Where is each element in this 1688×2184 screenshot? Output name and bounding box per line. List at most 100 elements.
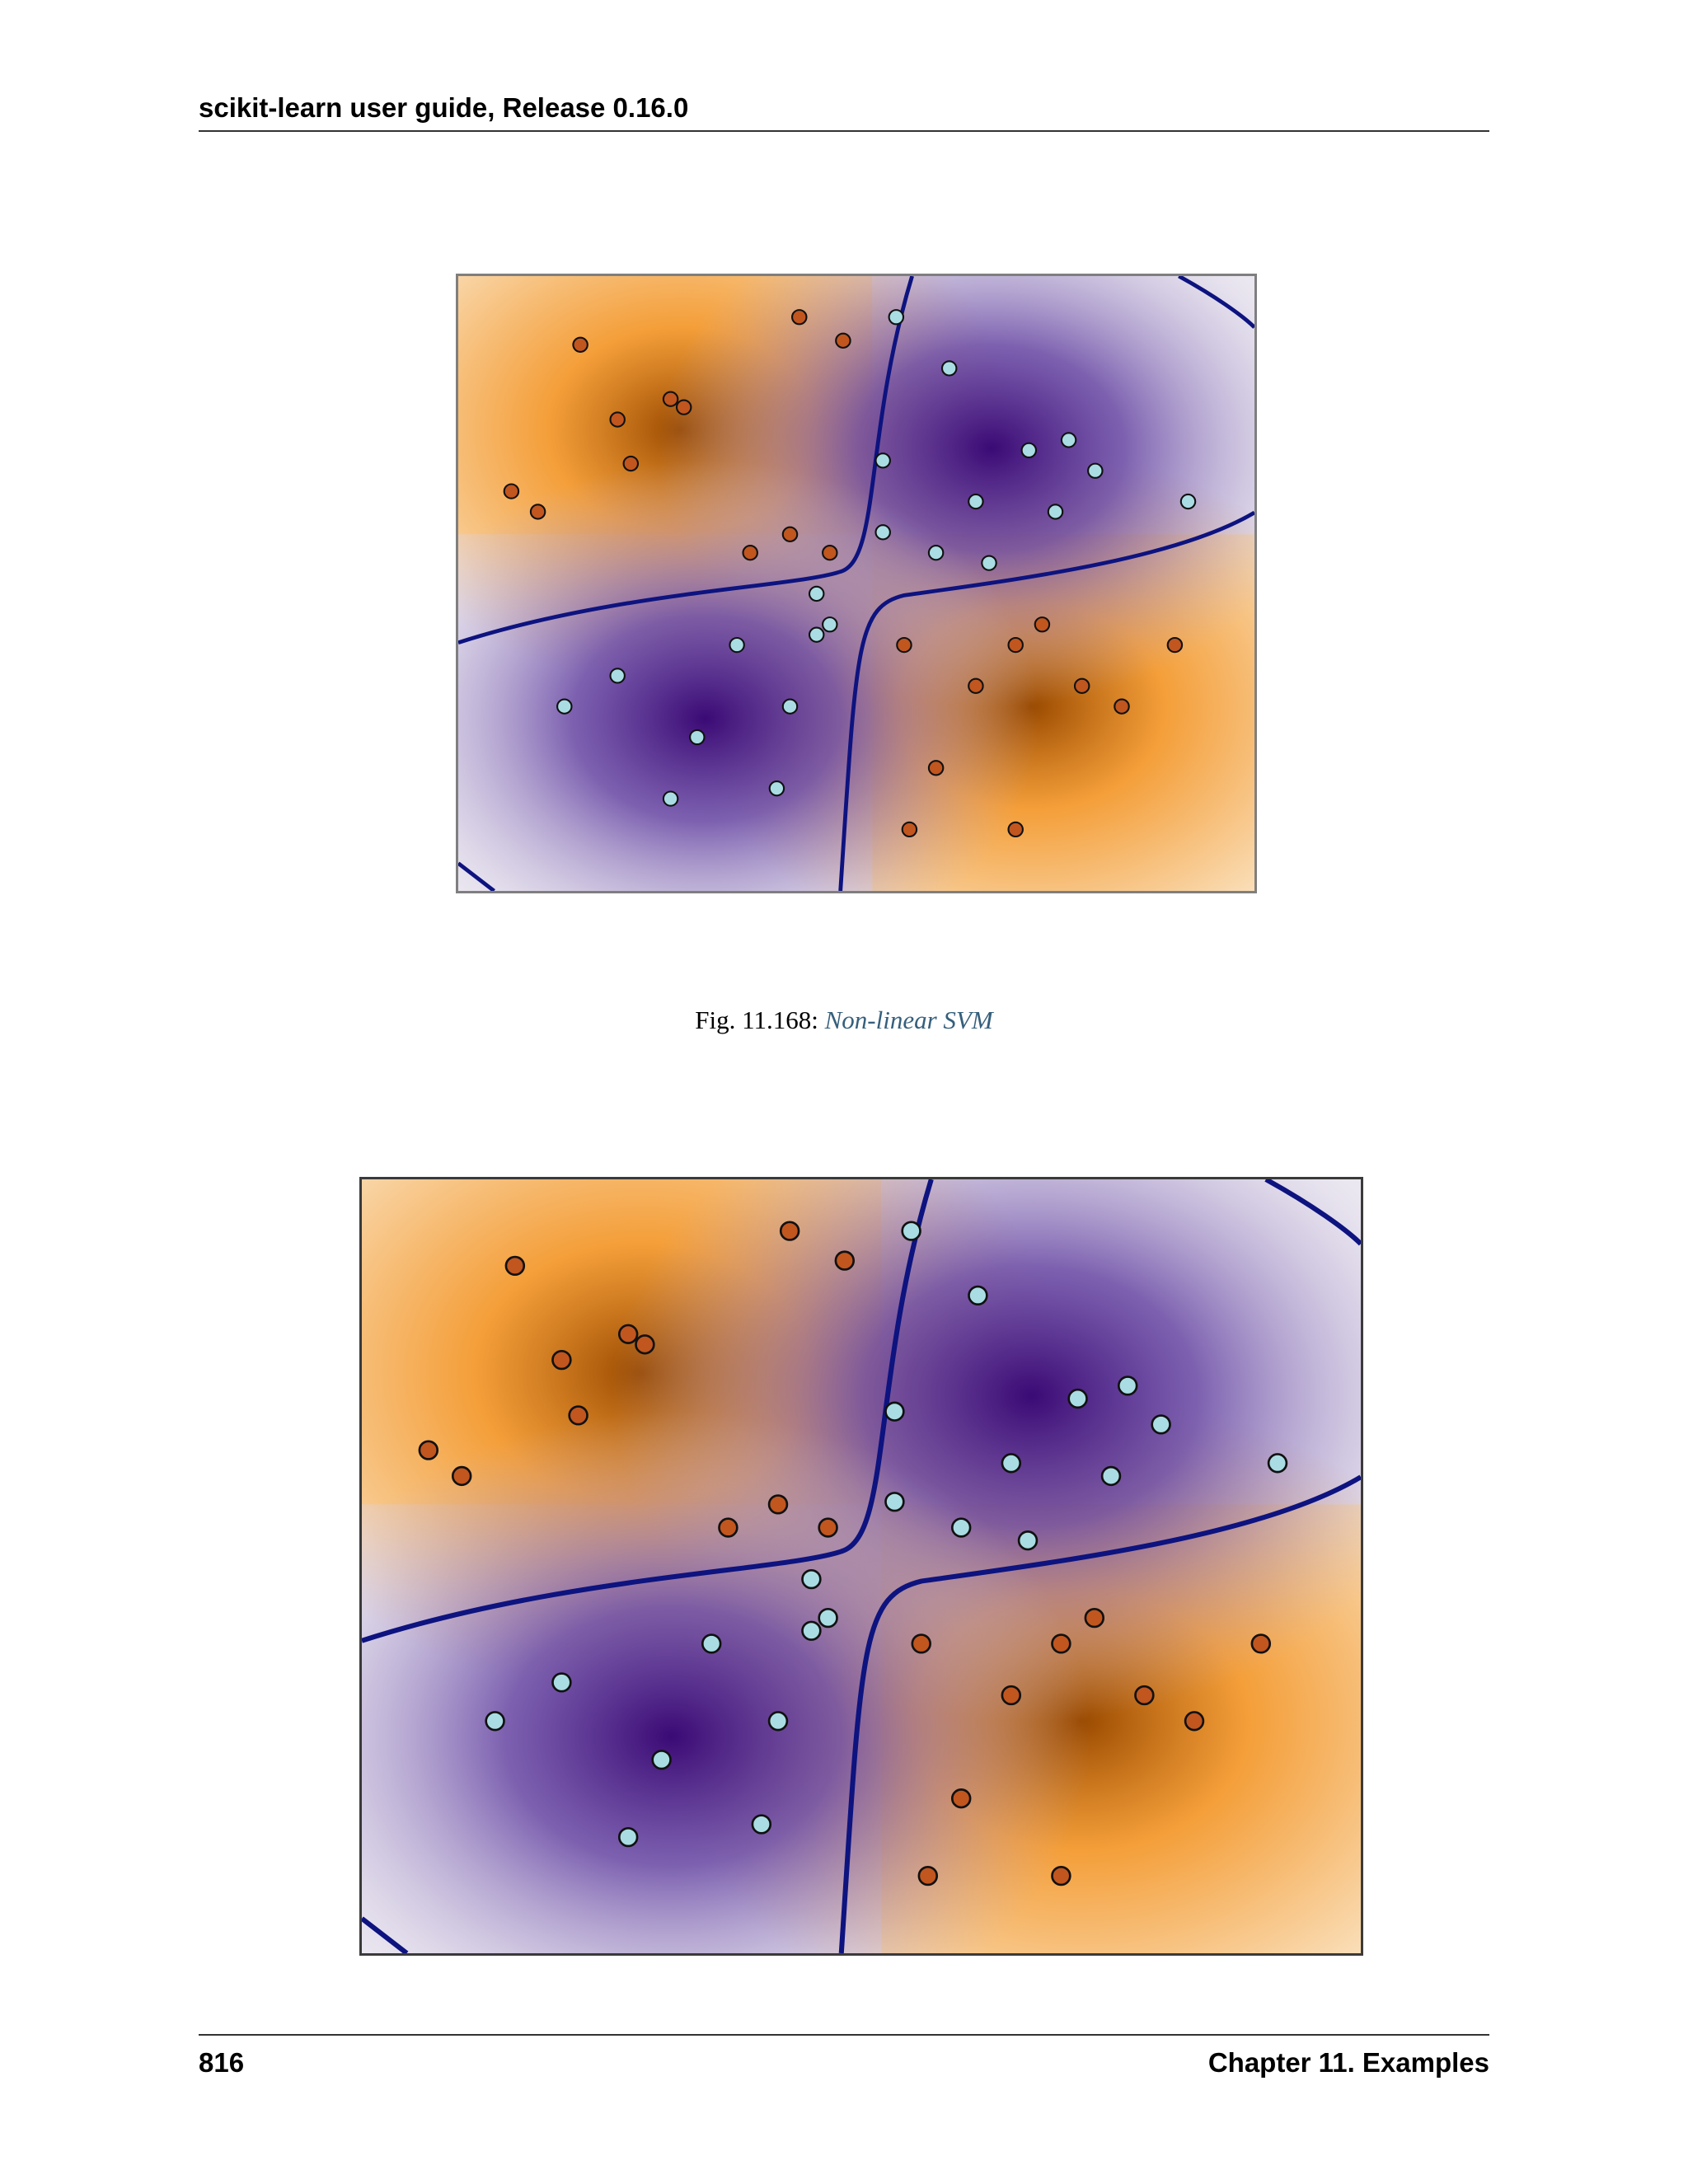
data-point-class-1 [556, 698, 573, 715]
data-point-class-1 [981, 555, 997, 571]
data-point-class-1 [818, 1607, 838, 1629]
data-point-class-1 [551, 1672, 572, 1693]
data-point-class-0 [1001, 1685, 1022, 1706]
svm-plot-2 [359, 1177, 1363, 1956]
decision-boundary [838, 510, 1254, 891]
svm-plot-1 [456, 274, 1257, 893]
data-point-class-0 [1250, 1633, 1272, 1654]
data-point-class-0 [742, 545, 758, 561]
data-point-class-1 [950, 1517, 972, 1538]
data-point-class-1 [662, 790, 679, 807]
svm-plot-2-canvas [362, 1179, 1361, 1953]
data-point-class-0 [968, 677, 984, 694]
data-point-class-0 [1114, 698, 1130, 715]
data-point-class-1 [801, 1568, 822, 1590]
data-point-class-0 [504, 1255, 526, 1277]
data-point-class-1 [689, 729, 706, 746]
data-point-class-0 [1051, 1633, 1071, 1654]
running-footer: 816 Chapter 11. Examples [199, 2034, 1489, 2085]
data-point-class-0 [896, 636, 912, 654]
data-point-class-1 [729, 636, 745, 654]
data-point-class-0 [927, 760, 945, 776]
data-point-class-1 [1047, 504, 1064, 520]
running-header-title: scikit-learn user guide, Release 0.16.0 [199, 92, 689, 123]
data-point-class-1 [768, 780, 785, 797]
decision-boundary [458, 861, 495, 891]
data-point-class-1 [808, 585, 825, 602]
data-point-class-1 [884, 1401, 905, 1422]
data-point-class-0 [1034, 616, 1051, 633]
data-point-class-0 [1184, 1711, 1205, 1732]
data-point-class-0 [781, 526, 799, 542]
decision-region-shading [458, 276, 1254, 891]
data-point-class-1 [651, 1750, 672, 1770]
data-point-class-1 [822, 616, 838, 633]
running-header: scikit-learn user guide, Release 0.16.0 [199, 91, 1489, 132]
decision-region-shading [362, 1179, 1361, 1953]
data-point-class-0 [822, 545, 838, 561]
data-point-class-0 [675, 399, 692, 415]
svm-plot-1-canvas [458, 276, 1254, 891]
data-point-class-1 [1179, 493, 1197, 510]
data-point-class-1 [485, 1711, 505, 1732]
data-point-class-0 [718, 1517, 738, 1538]
data-point-class-0 [818, 1517, 838, 1538]
data-point-class-0 [568, 1405, 588, 1426]
figure-caption-link[interactable]: Non-linear SVM [824, 1005, 993, 1034]
decision-boundary [458, 276, 914, 645]
data-point-class-0 [635, 1334, 655, 1355]
data-point-class-0 [418, 1440, 439, 1460]
data-point-class-1 [1020, 442, 1038, 459]
data-point-class-0 [1084, 1607, 1105, 1629]
data-point-class-1 [751, 1814, 772, 1835]
decision-boundary [1178, 276, 1254, 329]
data-point-class-0 [622, 455, 640, 472]
data-point-class-0 [529, 504, 546, 520]
data-point-class-0 [551, 1349, 572, 1371]
data-point-class-1 [701, 1633, 722, 1654]
data-point-class-1 [940, 360, 958, 377]
decision-boundary [838, 1474, 1361, 1953]
page-number: 816 [199, 2047, 245, 2078]
data-point-class-1 [1151, 1414, 1171, 1435]
data-point-class-1 [901, 1221, 921, 1241]
data-point-class-1 [767, 1711, 789, 1732]
data-point-class-0 [901, 821, 918, 838]
data-point-class-0 [917, 1865, 939, 1886]
decision-boundary [362, 1179, 934, 1643]
data-point-class-0 [1007, 821, 1024, 838]
data-point-class-1 [1100, 1465, 1122, 1487]
data-point-class-0 [451, 1465, 472, 1487]
data-point-class-1 [1060, 432, 1077, 448]
data-point-class-1 [968, 1285, 988, 1306]
figure-caption: Fig. 11.168: Non-linear SVM [0, 1005, 1688, 1035]
data-point-class-1 [801, 1620, 822, 1641]
data-point-class-1 [874, 452, 891, 469]
data-point-class-0 [662, 391, 679, 407]
data-point-class-1 [1001, 1453, 1022, 1474]
data-point-class-0 [1051, 1865, 1071, 1886]
data-point-class-0 [617, 1324, 639, 1344]
decision-boundary [362, 1916, 409, 1953]
data-point-class-1 [927, 545, 945, 561]
figure-caption-prefix: Fig. 11.168: [695, 1005, 825, 1034]
data-point-class-0 [1166, 636, 1184, 654]
data-point-class-0 [791, 309, 808, 326]
data-point-class-0 [1007, 636, 1024, 654]
data-point-class-0 [950, 1788, 972, 1809]
data-point-class-1 [874, 524, 891, 541]
decision-boundary [1264, 1179, 1361, 1246]
data-point-class-0 [572, 336, 588, 353]
data-point-class-1 [808, 626, 825, 643]
data-point-class-1 [609, 668, 626, 684]
data-point-class-1 [781, 698, 799, 715]
data-point-class-1 [1017, 1530, 1039, 1551]
data-point-class-1 [617, 1826, 639, 1848]
data-point-class-1 [888, 309, 905, 326]
data-point-class-0 [911, 1633, 931, 1654]
data-point-class-0 [767, 1494, 789, 1515]
data-point-class-1 [1267, 1453, 1288, 1474]
data-point-class-1 [1087, 462, 1104, 479]
data-point-class-0 [834, 1250, 856, 1271]
chapter-title: Chapter 11. Examples [1207, 2047, 1489, 2078]
